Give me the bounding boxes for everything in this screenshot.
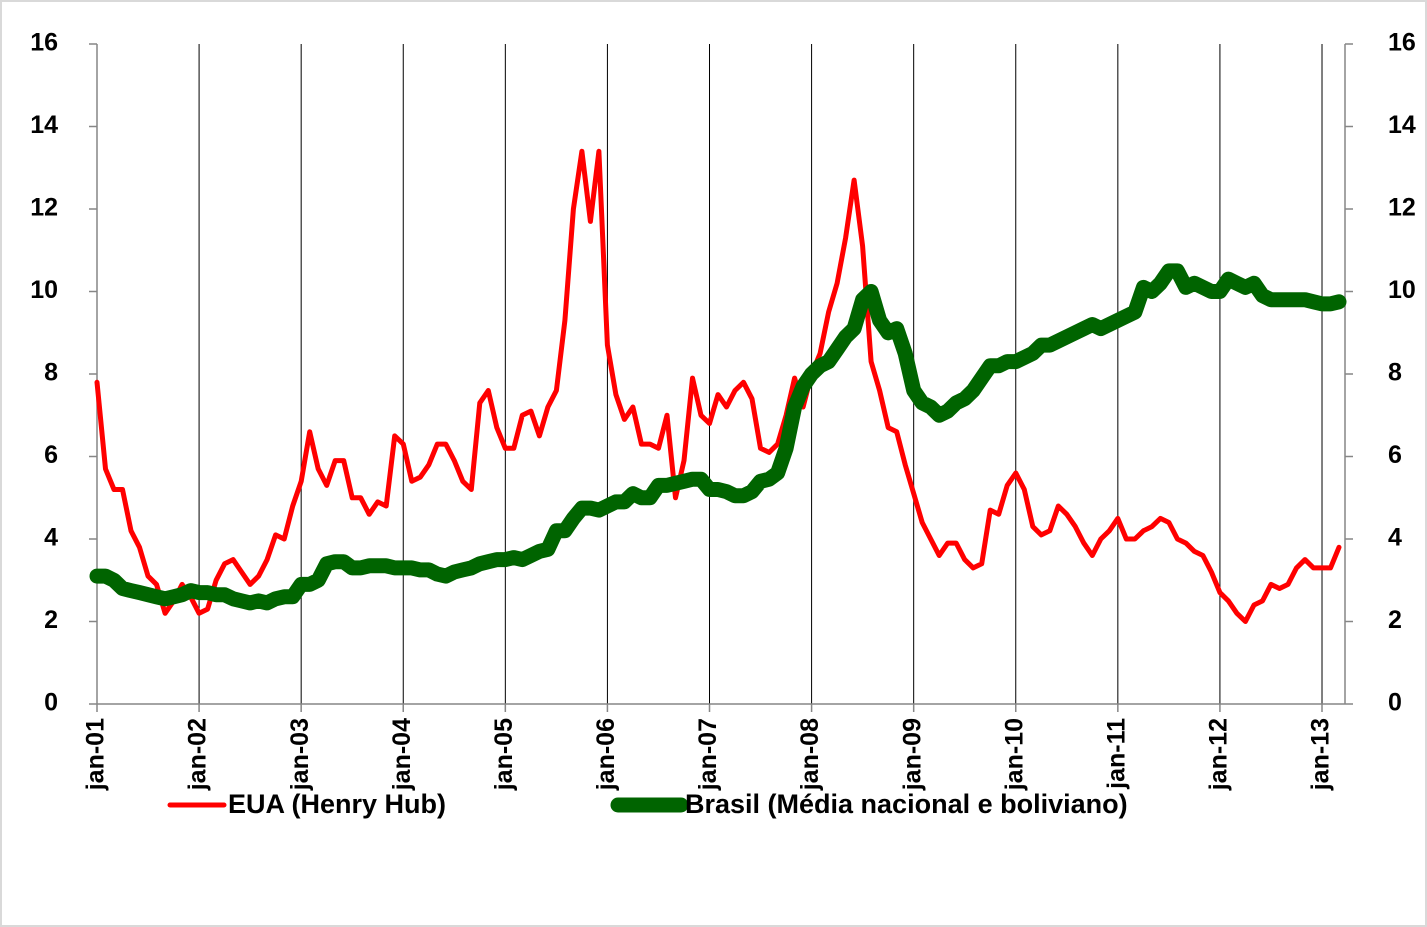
x-tick-label: jan-13 [1307, 718, 1335, 791]
y2-tick-label: 12 [1388, 194, 1416, 222]
x-tick-label: jan-11 [1102, 718, 1130, 790]
y-tick-label: 12 [30, 194, 58, 222]
y2-tick-label: 10 [1388, 276, 1416, 304]
y2-tick-label: 6 [1388, 441, 1402, 469]
y-tick-label: 16 [30, 29, 58, 57]
y-tick-label: 0 [44, 689, 58, 717]
x-tick-label: jan-07 [694, 718, 722, 791]
x-tick-label: jan-09 [898, 718, 926, 791]
y2-tick-label: 0 [1388, 689, 1402, 717]
y2-tick-label: 16 [1388, 29, 1416, 57]
x-tick-label: jan-02 [184, 718, 212, 791]
x-tick-label: jan-04 [388, 718, 416, 791]
y-tick-label: 8 [44, 359, 58, 387]
x-tick-label: jan-03 [286, 718, 314, 791]
x-tick-label: jan-01 [82, 718, 110, 791]
series-line [94, 148, 1342, 624]
y2-tick-label: 2 [1388, 606, 1402, 634]
x-tick-label: jan-10 [1000, 718, 1028, 791]
legend-label: EUA (Henry Hub) [228, 789, 446, 819]
y-tick-label: 2 [44, 606, 58, 634]
series-line [89, 263, 1347, 611]
y-tick-label: 4 [44, 524, 58, 552]
y2-tick-label: 8 [1388, 359, 1402, 387]
y-tick-label: 14 [30, 111, 58, 139]
x-tick-label: jan-08 [796, 718, 824, 791]
legend-label: Brasil (Média nacional e boliviano) [685, 789, 1128, 819]
y2-tick-label: 14 [1388, 111, 1416, 139]
y2-tick-label: 4 [1388, 524, 1402, 552]
y-tick-label: 6 [44, 441, 58, 469]
y-tick-label: 10 [30, 276, 58, 304]
x-tick-label: jan-06 [592, 718, 620, 791]
x-tick-label: jan-05 [490, 718, 518, 791]
x-tick-label: jan-12 [1205, 718, 1233, 791]
